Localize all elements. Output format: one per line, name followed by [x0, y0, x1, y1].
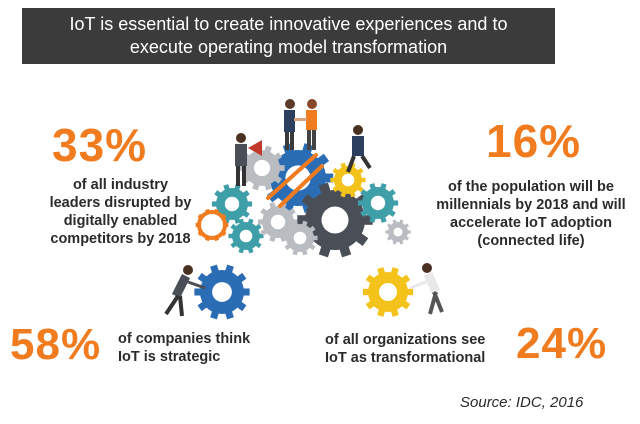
- stat-text-33: of all industry leaders disrupted by dig…: [38, 176, 203, 248]
- source-caption: Source: IDC, 2016: [460, 394, 584, 411]
- gear-icon: [385, 219, 411, 245]
- businessman-pushing-gear-icon: [164, 265, 206, 317]
- stat-text-58: of companies think IoT is strategic: [118, 330, 268, 366]
- stat-text-16: of the population will be millennials by…: [434, 178, 628, 250]
- stat-text-24: of all organizations see IoT as transfor…: [325, 331, 510, 367]
- stat-number-33: 33%: [52, 119, 148, 171]
- stat-text-33-line: of all industry: [72, 177, 169, 193]
- stat-text-33-line: competitors by 2018: [50, 231, 191, 247]
- stat-text-16-line: (connected life): [477, 233, 585, 249]
- woman-pushing-gear-icon: [409, 263, 444, 315]
- stat-number-16: 16%: [486, 115, 582, 167]
- stat-text-58-line: IoT is strategic: [118, 349, 221, 365]
- chain-link-icon: [266, 153, 324, 208]
- banner-title-line-2: execute operating model transformation: [129, 37, 448, 57]
- gear-icon: [194, 264, 250, 320]
- stat-number-58: 58%: [10, 320, 102, 369]
- gear-icon: [228, 218, 264, 254]
- businessmen-handshake-icon: [284, 99, 317, 150]
- stat-text-24-line: IoT as transformational: [325, 350, 486, 366]
- gear-icon: [362, 267, 414, 317]
- stat-text-33-line: digitally enabled: [63, 213, 178, 229]
- stat-text-33-line: leaders disrupted by: [49, 195, 192, 211]
- banner-title-line-1: IoT is essential to create innovative ex…: [69, 14, 508, 34]
- stat-text-16-line: millennials by 2018 and will: [436, 197, 626, 213]
- stat-text-16-line: of the population will be: [448, 179, 614, 195]
- gear-icon: [357, 183, 399, 223]
- gear-icon: [282, 220, 318, 256]
- stat-text-58-line: of companies think: [118, 331, 251, 347]
- stat-text-16-line: accelerate IoT adoption: [450, 215, 612, 231]
- stat-number-24: 24%: [516, 319, 608, 368]
- header-banner: IoT is essential to create innovative ex…: [22, 8, 555, 64]
- gear-icon: [195, 208, 229, 242]
- gear-icon: [239, 145, 285, 191]
- stat-text-24-line: of all organizations see: [325, 332, 486, 348]
- businessman-climbing-icon: [346, 125, 372, 173]
- businessman-megaphone-icon: [235, 133, 262, 186]
